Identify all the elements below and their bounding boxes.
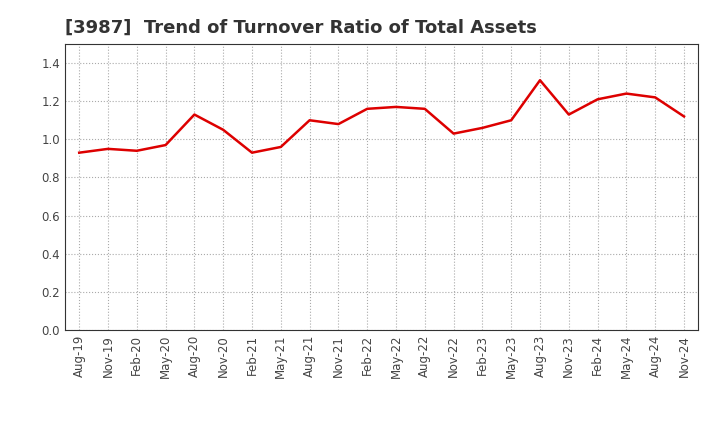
- Text: [3987]  Trend of Turnover Ratio of Total Assets: [3987] Trend of Turnover Ratio of Total …: [65, 19, 536, 37]
